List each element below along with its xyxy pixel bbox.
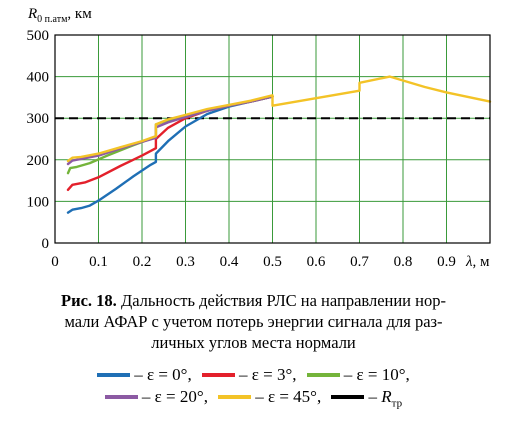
x-tick-label: 0.9 <box>437 254 456 270</box>
x-tick-label: 0 <box>51 254 59 270</box>
plot-frame <box>54 34 491 244</box>
legend-item-eps10: – ε = 10°, <box>306 364 410 386</box>
legend-label-eps3: ε = 3°, <box>251 365 297 384</box>
x-tick-label: 0.2 <box>133 254 152 270</box>
x-axis-symbol: λ <box>465 254 473 270</box>
legend: – ε = 0°, – ε = 3°, – ε = 10°, – ε = 20°… <box>0 364 507 414</box>
y-tick-label: 300 <box>27 111 50 127</box>
caption-number: Рис. 18. <box>61 291 117 310</box>
figure-caption: Рис. 18. Дальность действия РЛС на напра… <box>0 290 507 353</box>
y-axis-symbol: R <box>27 6 37 22</box>
y-axis-subscript: 0 п.атм <box>37 14 68 25</box>
y-axis-unit: , км <box>67 6 92 22</box>
x-tick-label: 0.5 <box>263 254 282 270</box>
y-tick-label: 0 <box>42 236 50 252</box>
legend-label-rtr-subscript: тр <box>391 397 403 410</box>
legend-swatch-eps10 <box>306 373 340 378</box>
y-tick-label: 100 <box>27 194 50 210</box>
legend-swatch-eps20 <box>104 395 138 400</box>
legend-item-rtr: – Rтр <box>331 386 402 414</box>
legend-item-eps3: – ε = 3°, <box>201 364 297 386</box>
x-tick-label: 0.3 <box>176 254 195 270</box>
caption-line-2: мали АФАР с учетом потерь энергии сигнал… <box>64 312 443 331</box>
legend-swatch-rtr <box>331 395 365 400</box>
chart-svg: 0 0.1 0.2 0.3 0.4 0.5 0.6 0.7 0.8 0.9 0 100 200 300 40… <box>27 6 492 270</box>
x-tick-label: 0.6 <box>307 254 326 270</box>
axes <box>54 34 491 244</box>
legend-label-eps20: ε = 20°, <box>154 387 208 406</box>
series-line <box>66 95 274 214</box>
legend-label-eps0: ε = 0°, <box>146 365 192 384</box>
y-tick-label: 500 <box>27 28 50 44</box>
legend-item-eps20: – ε = 20°, <box>104 386 208 408</box>
legend-label-rtr-symbol: R <box>381 387 392 406</box>
legend-label-eps45: ε = 45°, <box>267 387 322 406</box>
x-tick-label: 0.8 <box>394 254 413 270</box>
tick-labels: 0 0.1 0.2 0.3 0.4 0.5 0.6 0.7 0.8 0.9 0 100 200 300 40… <box>27 28 456 270</box>
legend-row-1: – ε = 0°, – ε = 3°, – ε = 10°, <box>0 364 507 386</box>
y-axis-title: R0 п.атм, км <box>27 6 92 25</box>
series-line <box>66 75 492 163</box>
y-tick-label: 200 <box>27 153 50 169</box>
legend-swatch-eps0 <box>97 373 131 378</box>
legend-swatch-eps45 <box>218 395 252 400</box>
legend-item-eps0: – ε = 0°, <box>97 364 192 386</box>
legend-swatch-eps3 <box>201 373 235 378</box>
x-tick-label: 0.1 <box>89 254 108 270</box>
grid-lines <box>55 35 490 243</box>
x-axis-title: λ, м <box>465 254 490 270</box>
caption-line-1: Дальность действия РЛС на направлении но… <box>120 291 446 310</box>
caption-line-3: личных углов места нормали <box>151 333 356 352</box>
y-tick-label: 400 <box>27 70 50 86</box>
legend-row-2: – ε = 20°, – ε = 45°, – Rтр <box>0 386 507 414</box>
series-layer <box>55 75 492 214</box>
legend-item-eps45: – ε = 45°, <box>218 386 321 408</box>
x-tick-label: 0.7 <box>350 254 369 270</box>
legend-label-eps10: ε = 10°, <box>356 365 410 384</box>
x-axis-unit: , м <box>473 254 491 270</box>
x-tick-label: 0.4 <box>220 254 239 270</box>
